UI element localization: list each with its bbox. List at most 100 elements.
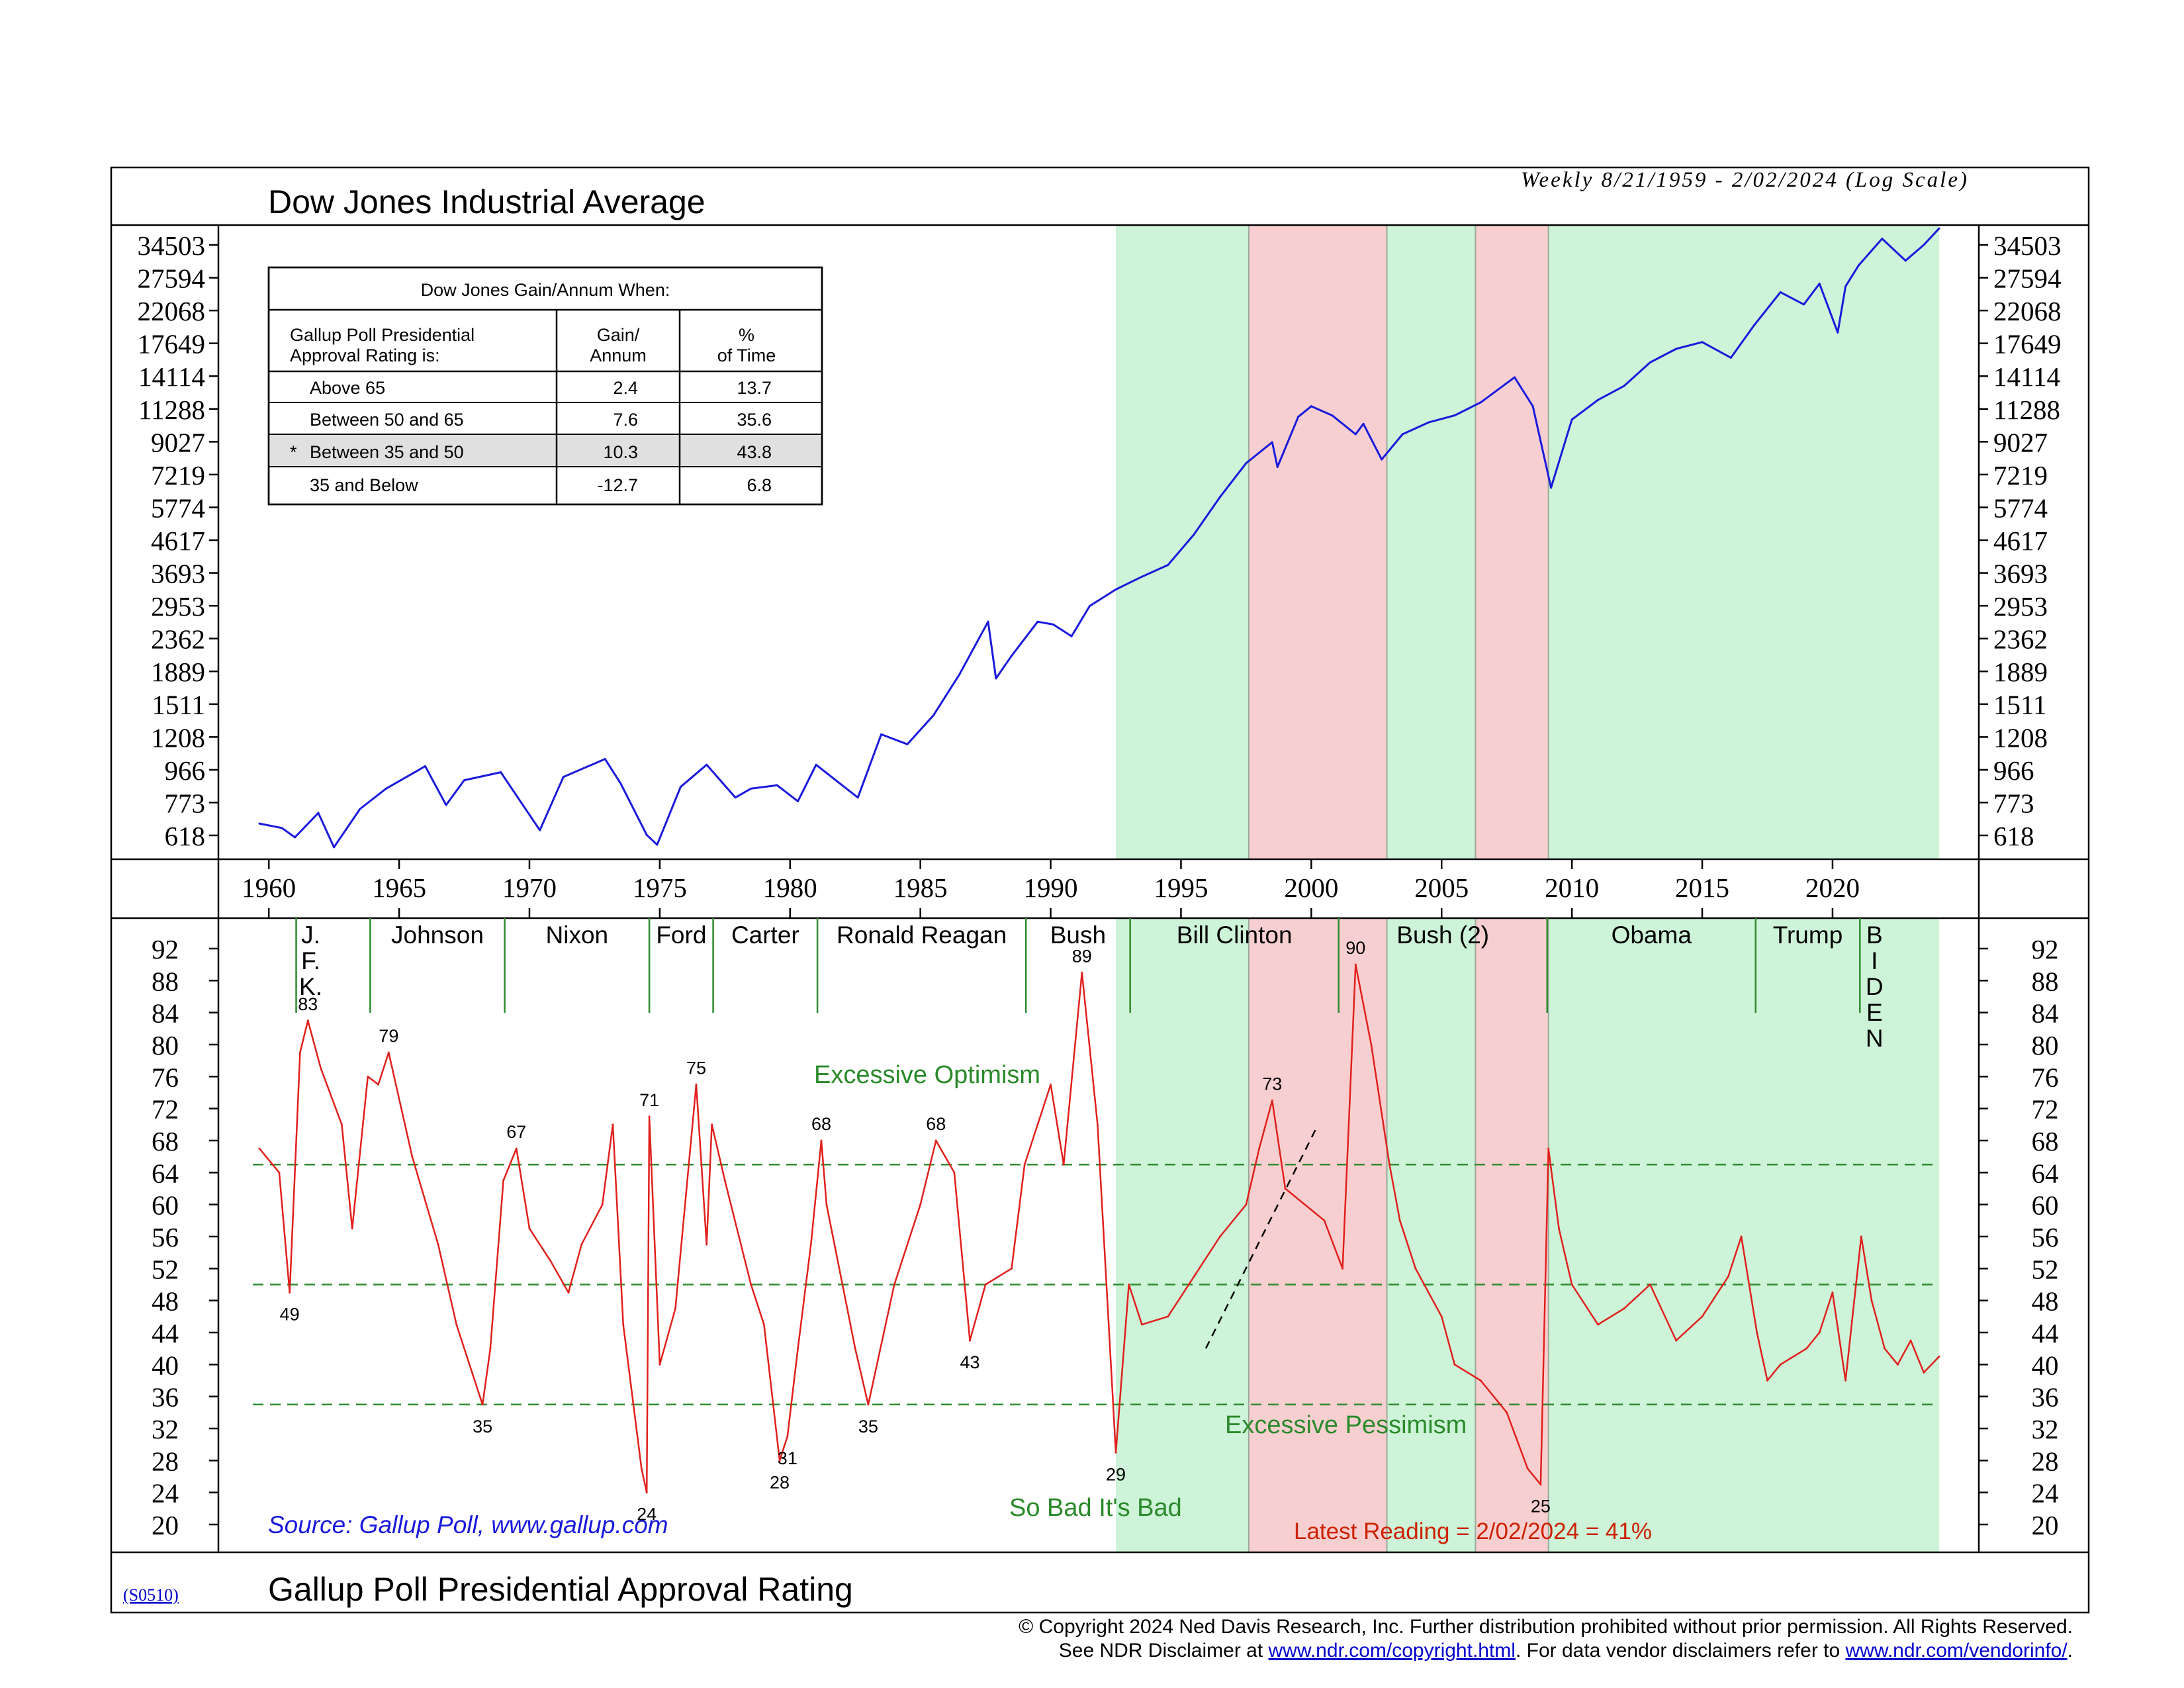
dow-point: [424, 765, 426, 768]
approval-point: [528, 1227, 531, 1230]
dow-point: [987, 620, 989, 623]
approval-point: [601, 1203, 604, 1206]
year-axis: 1960 1965 1970 1975 1980 1985 1990 1995 2000 2005…: [242, 859, 1860, 918]
approval-point: [1623, 1307, 1625, 1310]
dow-point: [1219, 496, 1222, 498]
bottom-right-tick-label: 88: [2032, 966, 2059, 996]
approval-point: [893, 1284, 895, 1286]
approval-point: [919, 1203, 922, 1206]
dow-point: [539, 829, 541, 831]
date-range-label: Weekly 8/21/1959 - 2/02/2024 (Log Scale): [1521, 168, 1969, 192]
peak-label: 68: [926, 1114, 946, 1134]
approval-point: [1219, 1235, 1222, 1238]
top-left-tick-label: 773: [165, 788, 206, 818]
chart-code-link[interactable]: (S0510): [123, 1585, 179, 1605]
top-left-tick-label: 966: [165, 755, 206, 786]
approval-point: [1096, 1123, 1099, 1126]
approval-point: [762, 1323, 765, 1326]
table-header-gain: Gain/: [597, 325, 640, 345]
bottom-left-tick-label: 48: [152, 1286, 179, 1317]
top-right-tick-label: 34503: [1993, 230, 2062, 261]
approval-point: [1050, 1083, 1052, 1086]
approval-point: [750, 1284, 752, 1286]
approval-point: [1818, 1331, 1821, 1334]
peak-label: 89: [1072, 946, 1092, 966]
peak-label: 79: [379, 1026, 398, 1046]
approval-point: [351, 1227, 353, 1230]
president-name: Carter: [731, 921, 799, 949]
vendorinfo-link[interactable]: www.ndr.com/vendorinfo/: [1845, 1640, 2068, 1662]
bottom-left-tick-label: 28: [152, 1446, 179, 1476]
bottom-left-tick-label: 72: [152, 1094, 179, 1125]
approval-point: [1453, 1363, 1456, 1366]
approval-point: [1115, 1451, 1117, 1454]
top-right-tick-label: 618: [1993, 821, 2034, 851]
dow-point: [656, 843, 659, 846]
bottom-left-tick-label: 24: [152, 1478, 179, 1509]
table-header-gain-2: Annum: [590, 346, 647, 365]
dow-point: [645, 833, 648, 836]
approval-point: [1831, 1291, 1834, 1294]
president-name: F.: [301, 947, 320, 974]
dow-point: [1550, 487, 1553, 489]
approval-point: [934, 1139, 937, 1142]
source-label[interactable]: Source: Gallup Poll, www.gallup.com: [268, 1511, 668, 1538]
top-left-tick-label: 4617: [151, 526, 205, 556]
approval-point: [455, 1323, 458, 1326]
peak-label: 73: [1262, 1074, 1282, 1094]
dow-point: [679, 786, 682, 788]
zone-bottom-red: [1475, 918, 1549, 1552]
bottom-right-tick-label: 44: [2032, 1318, 2059, 1348]
table-row-1-time: 13.7: [737, 378, 772, 398]
dow-point: [359, 808, 361, 810]
approval-point: [786, 1435, 789, 1438]
dow-point: [1881, 238, 1884, 240]
copyright-link[interactable]: www.ndr.com/copyright.html: [1268, 1640, 1516, 1662]
bottom-right-tick-label: 92: [2032, 934, 2059, 964]
table-header-rating: Gallup Poll Presidential: [290, 325, 475, 345]
dow-point: [463, 779, 466, 782]
approval-point: [809, 1243, 812, 1246]
dow-point: [1401, 433, 1404, 436]
dow-point: [562, 776, 565, 778]
approval-point: [1506, 1411, 1508, 1414]
bottom-right-tick-label: 60: [2032, 1190, 2059, 1221]
dow-point: [1479, 401, 1482, 404]
peak-label: 90: [1345, 938, 1365, 958]
bottom-right-tick-label: 20: [2032, 1510, 2059, 1540]
bottom-right-tick-label: 76: [2032, 1062, 2059, 1092]
approval-point: [1727, 1275, 1729, 1278]
top-left-tick-label: 17649: [138, 329, 206, 359]
approval-point: [567, 1291, 570, 1294]
bottom-left-tick-label: 20: [152, 1510, 179, 1540]
approval-point: [1938, 1355, 1940, 1358]
dow-point: [995, 677, 997, 680]
dow-point: [281, 827, 283, 829]
gain-table: Dow Jones Gain/Annum When: Gallup Poll P…: [267, 266, 823, 506]
approval-point: [1140, 1323, 1143, 1326]
dow-point: [1010, 655, 1013, 657]
peak-labels: 49 83 79 35 67 24 71 75 28 31 68 35 68 43 89 29 73 90 25: [280, 938, 1551, 1524]
president-markers: J.F.K. Johnson Nixon Ford Carter Ronald Reaga…: [295, 918, 1884, 1052]
dow-point: [750, 787, 752, 790]
top-right-tick-label: 966: [1993, 755, 2034, 786]
peak-label: 35: [473, 1417, 492, 1436]
approval-point: [1557, 1227, 1560, 1230]
dow-point: [1193, 533, 1195, 536]
approval-point: [1649, 1284, 1651, 1286]
approval-point: [648, 1115, 651, 1118]
top-left-tick-label: 1208: [151, 722, 205, 753]
top-right-tick-label: 1889: [1993, 657, 2048, 687]
zone-top-green: [1116, 225, 1249, 859]
top-panel-title: Dow Jones Industrial Average: [268, 183, 705, 220]
approval-point: [1062, 1163, 1065, 1166]
bottom-right-tick-label: 40: [2032, 1350, 2059, 1380]
dow-point: [776, 784, 778, 786]
approval-point: [1479, 1380, 1482, 1382]
excessive-optimism-label: Excessive Optimism: [814, 1061, 1040, 1089]
top-right-tick-label: 3693: [1993, 559, 2048, 589]
approval-points: [258, 963, 1940, 1494]
dow-point: [797, 800, 799, 802]
approval-point: [820, 1139, 823, 1142]
